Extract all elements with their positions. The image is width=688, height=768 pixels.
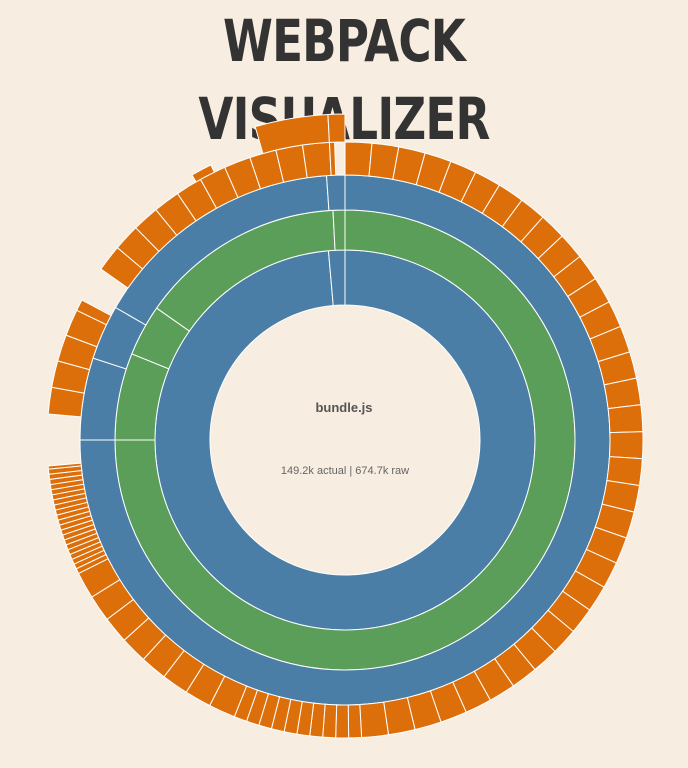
ring-4-module[interactable] <box>76 299 112 326</box>
ring-3-segment[interactable] <box>325 174 346 212</box>
ring-5-module[interactable] <box>327 113 346 143</box>
ring-5-module[interactable] <box>191 164 216 183</box>
ring-4-module[interactable] <box>301 141 332 179</box>
ring-4-module[interactable] <box>607 404 644 434</box>
ring-4-module[interactable] <box>344 141 373 177</box>
center-size-info: 149.2k actual | 674.7k raw <box>280 465 410 477</box>
ring-4-module[interactable] <box>347 704 363 739</box>
ring-4-module[interactable] <box>47 462 82 470</box>
center-label[interactable]: bundle.js <box>315 400 373 415</box>
ring-1-segment[interactable] <box>154 249 536 631</box>
ring-2-segment[interactable] <box>332 209 346 251</box>
ring-4-module[interactable] <box>335 704 350 739</box>
ring-4-module[interactable] <box>359 701 390 739</box>
ring-4-module[interactable] <box>608 431 644 460</box>
